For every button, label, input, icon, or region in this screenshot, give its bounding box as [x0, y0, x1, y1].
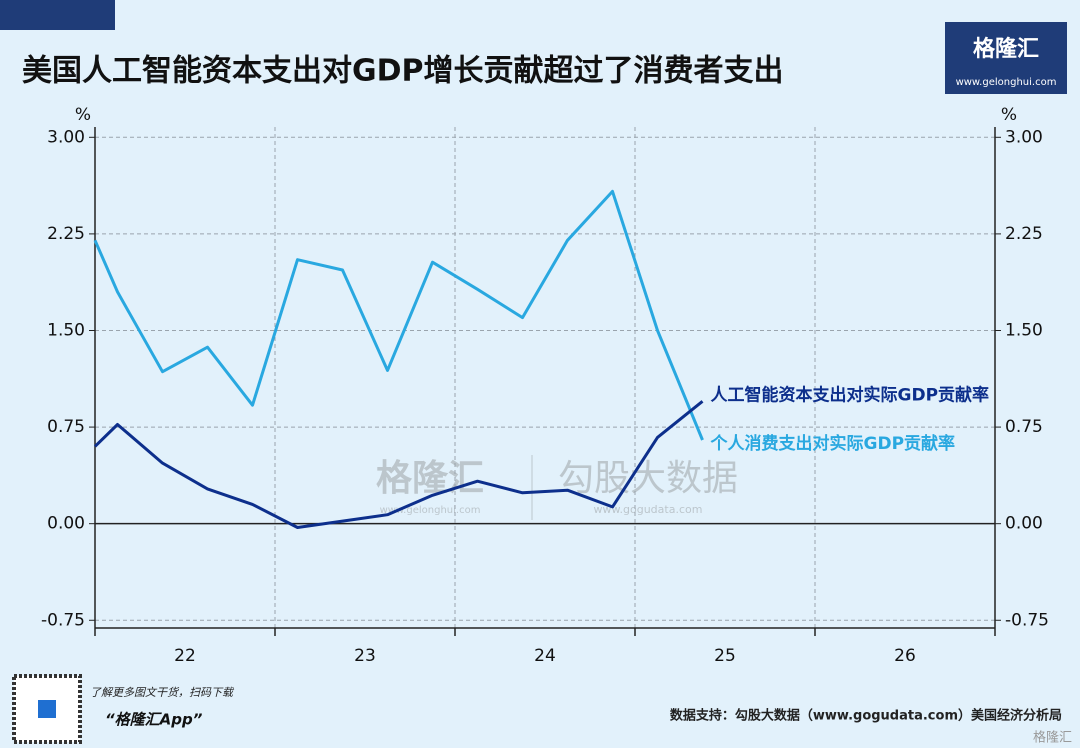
series-label: 人工智能资本支出对实际GDP贡献率 — [711, 384, 990, 405]
app-name: “格隆汇App” — [105, 711, 203, 729]
y2-tick-label: 3.00 — [1005, 127, 1043, 147]
source: 数据支持：勾股大数据（www.gogudata.com）美国经济分析局 — [670, 708, 1062, 724]
y-tick-label: -0.75 — [41, 610, 85, 630]
y2-axis-label: % — [1001, 105, 1017, 125]
corner-block — [0, 0, 115, 30]
x-tick-label: 24 — [534, 646, 556, 666]
x-tick-label: 26 — [894, 646, 916, 666]
series-line — [93, 189, 704, 441]
y-axis-label: % — [75, 105, 91, 125]
watermark-left: 格隆汇 — [376, 458, 484, 499]
promo-text: 了解更多图文干货，扫码下载 — [90, 686, 235, 699]
watermark-right-url: www.gogudata.com — [594, 503, 703, 516]
watermark-left-url: www.gelonghui.com — [380, 505, 481, 516]
y2-tick-label: 2.25 — [1005, 224, 1043, 244]
series-label: 个人消费支出对实际GDP贡献率 — [710, 433, 956, 454]
logo: 格隆汇 — [973, 36, 1039, 62]
x-tick-label: 22 — [174, 646, 196, 666]
logo-box — [945, 22, 1067, 94]
watermark: 格隆汇 www.gelonghui.com 勾股大数据 www.gogudata… — [376, 455, 738, 520]
x-tick-label: 25 — [714, 646, 736, 666]
logo-url: www.gelonghui.com — [956, 77, 1057, 88]
y2-tick-label: -0.75 — [1005, 610, 1049, 630]
y2-tick-label: 1.50 — [1005, 320, 1043, 340]
y2-tick-label: 0.75 — [1005, 417, 1043, 437]
y-tick-label: 0.00 — [47, 514, 85, 534]
y-tick-label: 3.00 — [47, 127, 85, 147]
y-tick-label: 1.50 — [47, 320, 85, 340]
y2-tick-label: 0.00 — [1005, 514, 1043, 534]
x-tick-label: 23 — [354, 646, 376, 666]
qr-logo — [38, 700, 56, 718]
series-line — [93, 400, 704, 529]
y-tick-label: 2.25 — [47, 224, 85, 244]
watermark-right: 勾股大数据 — [558, 458, 738, 499]
corner-watermark: 格隆汇 — [1033, 730, 1072, 746]
chart-title: 美国人工智能资本支出对GDP增长贡献超过了消费者支出 — [22, 54, 784, 89]
y-tick-label: 0.75 — [47, 417, 85, 437]
